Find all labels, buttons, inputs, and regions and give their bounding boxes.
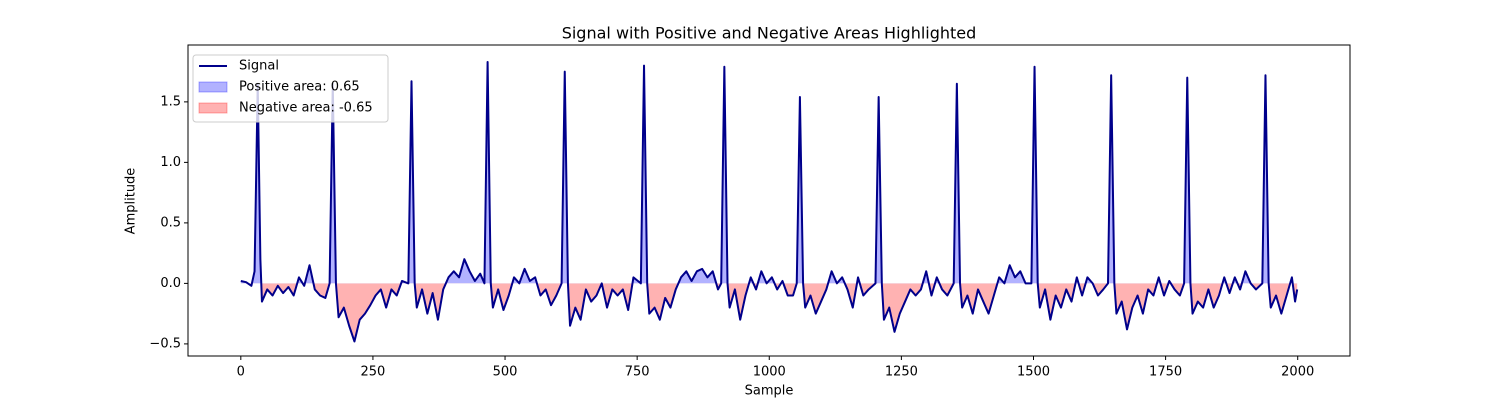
signal-line (240, 60, 1299, 343)
x-tick-label: 0 (237, 365, 245, 380)
legend-label: Signal (239, 59, 279, 74)
y-tick-label: 1.0 (160, 155, 181, 170)
x-tick-label: 1250 (885, 365, 918, 380)
positive-area (240, 61, 1293, 284)
x-axis-label: Sample (745, 384, 794, 399)
legend-box (192, 54, 389, 123)
x-tick-label: 1750 (1149, 365, 1182, 380)
x-tick-label: 500 (493, 365, 518, 380)
y-tick-label: 0.0 (160, 276, 181, 291)
legend-swatch (198, 102, 228, 114)
y-axis-label: Amplitude (124, 168, 139, 235)
chart-title: Signal with Positive and Negative Areas … (562, 24, 977, 43)
y-tick-label: 1.5 (160, 94, 181, 109)
y-tick-label: −0.5 (149, 336, 181, 351)
x-tick-label: 250 (361, 365, 386, 380)
x-tick-label: 750 (625, 365, 650, 380)
plot-frame (187, 44, 1351, 357)
legend-label: Positive area: 0.65 (239, 80, 360, 95)
x-tick-label: 1500 (1017, 365, 1050, 380)
x-tick-label: 2000 (1281, 365, 1314, 380)
x-tick-label: 1000 (753, 365, 786, 380)
legend-label: Negative area: -0.65 (239, 101, 373, 116)
y-tick-label: 0.5 (160, 215, 181, 230)
legend-swatch (198, 81, 228, 93)
